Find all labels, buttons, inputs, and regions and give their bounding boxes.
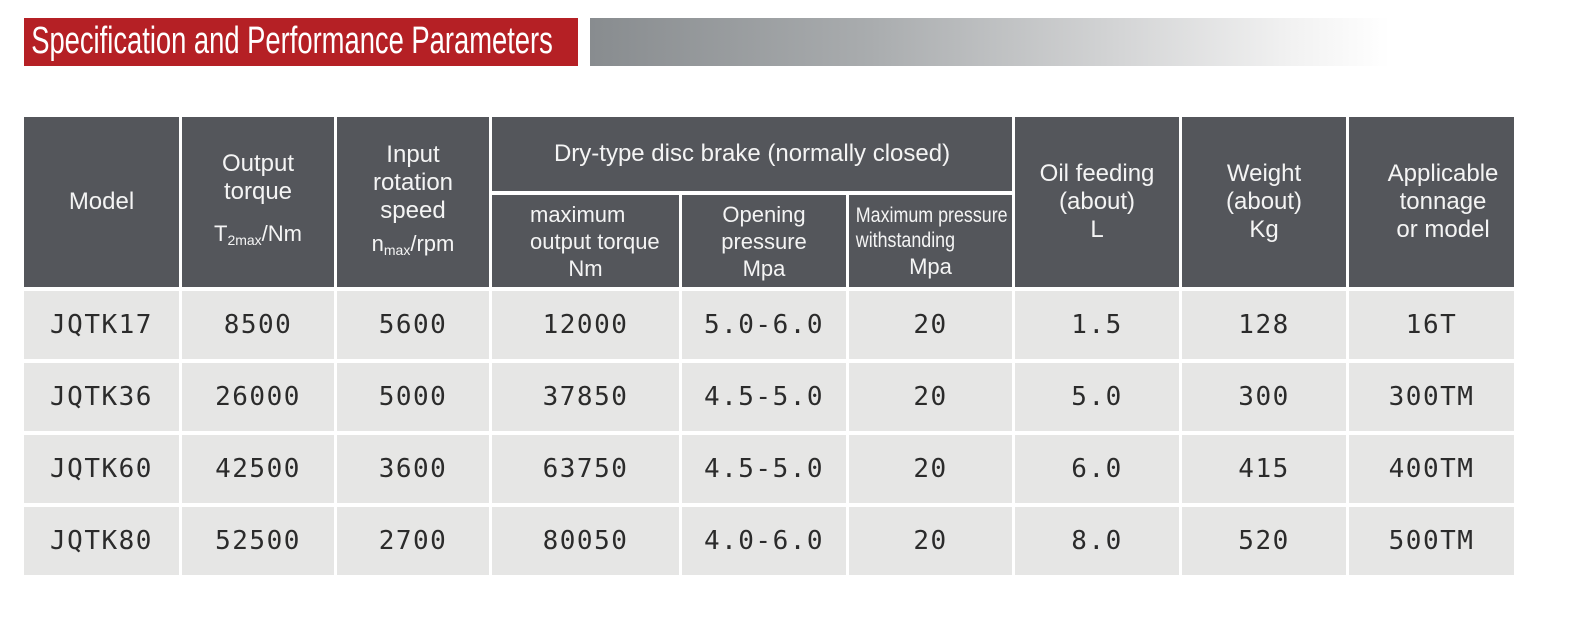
header-brake-group: Dry-type disc brake (normally closed): [492, 117, 1013, 191]
cell-opening-pressure: 4.0-6.0: [682, 507, 846, 575]
cell-opening-pressure: 4.5-5.0: [682, 435, 846, 503]
output-torque-unit: T2max/Nm: [213, 221, 302, 248]
cell-oil-feeding: 6.0: [1015, 435, 1180, 503]
cell-max-pressure: 20: [849, 363, 1013, 431]
cell-applicable-tonnage: 300TM: [1349, 363, 1515, 431]
cell-input-speed: 5000: [337, 363, 489, 431]
cell-opening-pressure: 4.5-5.0: [682, 363, 846, 431]
cell-model: JQTK80: [24, 507, 179, 575]
cell-max-output-torque: 80050: [492, 507, 679, 575]
cell-max-output-torque: 12000: [492, 291, 679, 359]
cell-weight: 415: [1182, 435, 1347, 503]
cell-oil-feeding: 1.5: [1015, 291, 1180, 359]
input-speed-unit: nmax/rpm: [371, 230, 455, 258]
cell-opening-pressure: 5.0-6.0: [682, 291, 846, 359]
cell-output-torque: 8500: [182, 291, 334, 359]
header-row-sub: maximum output torque Nm Opening pressur…: [24, 195, 1514, 287]
cell-oil-feeding: 5.0: [1015, 363, 1180, 431]
header-brake-opening-pressure: Opening pressure Mpa: [682, 195, 846, 287]
decorative-gradient-bar: [590, 18, 1390, 66]
cell-input-speed: 2700: [337, 507, 489, 575]
cell-model: JQTK60: [24, 435, 179, 503]
spec-table: Model Output torque T2max/Nm Input rotat…: [21, 113, 1517, 579]
cell-output-torque: 52500: [182, 507, 334, 575]
header-input-rotation-speed: Input rotation speed nmax/rpm: [337, 117, 489, 287]
header-brake-max-pressure-withstanding: Maximum pressure withstanding Mpa: [849, 195, 1013, 287]
cell-applicable-tonnage: 16T: [1349, 291, 1515, 359]
cell-max-pressure: 20: [849, 507, 1013, 575]
cell-output-torque: 42500: [182, 435, 334, 503]
header-row-top: Model Output torque T2max/Nm Input rotat…: [24, 117, 1515, 287]
cell-max-pressure: 20: [849, 435, 1013, 503]
cell-model: JQTK17: [24, 291, 179, 359]
header-output-torque: Output torque T2max/Nm: [182, 117, 334, 287]
cell-weight: 520: [1182, 507, 1347, 575]
cell-weight: 300: [1182, 363, 1347, 431]
table-row: JQTK80 52500 2700 80050 4.0-6.0 20 8.0 5…: [24, 507, 1515, 575]
section-title-banner: Specification and Performance Parameters: [24, 18, 578, 66]
header-model: Model: [24, 117, 179, 287]
cell-oil-feeding: 8.0: [1015, 507, 1180, 575]
cell-input-speed: 5600: [337, 291, 489, 359]
header-weight: Weight (about) Kg: [1182, 117, 1347, 287]
cell-max-output-torque: 37850: [492, 363, 679, 431]
table-row: JQTK36 26000 5000 37850 4.5-5.0 20 5.0 3…: [24, 363, 1515, 431]
cell-max-output-torque: 63750: [492, 435, 679, 503]
table-row: JQTK17 8500 5600 12000 5.0-6.0 20 1.5 12…: [24, 291, 1515, 359]
cell-applicable-tonnage: 400TM: [1349, 435, 1515, 503]
table-row: JQTK60 42500 3600 63750 4.5-5.0 20 6.0 4…: [24, 435, 1515, 503]
header-applicable-tonnage: Applicable tonnage or model: [1349, 117, 1515, 287]
cell-applicable-tonnage: 500TM: [1349, 507, 1515, 575]
cell-weight: 128: [1182, 291, 1347, 359]
cell-output-torque: 26000: [182, 363, 334, 431]
header-oil-feeding: Oil feeding (about) L: [1015, 117, 1180, 287]
section-title: Specification and Performance Parameters: [31, 20, 553, 62]
cell-max-pressure: 20: [849, 291, 1013, 359]
cell-model: JQTK36: [24, 363, 179, 431]
cell-input-speed: 3600: [337, 435, 489, 503]
header-brake-max-output-torque: maximum output torque Nm: [492, 195, 679, 287]
